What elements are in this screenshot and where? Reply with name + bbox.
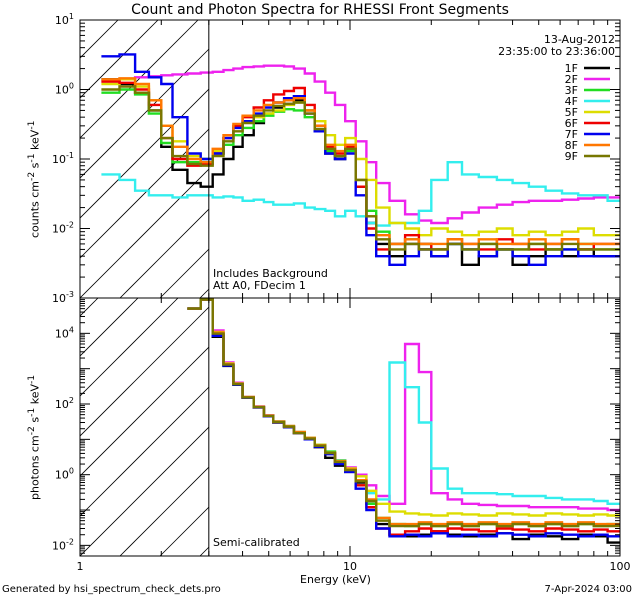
legend-label-1F: 1F <box>565 62 578 75</box>
y-axis-label-photons: photons cm-2 s-1 keV-1 <box>26 374 42 500</box>
legend-label-7F: 7F <box>565 128 578 141</box>
footer-generator: Generated by hsi_spectrum_check_dets.pro <box>2 584 221 595</box>
series-top-2F <box>101 64 620 225</box>
y-tick-label: 10-3 <box>52 290 74 305</box>
hatch-line <box>80 298 179 397</box>
legend-label-4F: 4F <box>565 95 578 108</box>
legend-label-6F: 6F <box>565 117 578 130</box>
x-tick-label: 10 <box>343 560 357 573</box>
hatch-line <box>80 20 159 99</box>
hatch-bottom <box>0 298 620 556</box>
x-axis-label: Energy (keV) <box>300 573 371 586</box>
hatch-mask <box>208 298 620 556</box>
legend-label-5F: 5F <box>565 106 578 119</box>
legend-label-3F: 3F <box>565 84 578 97</box>
series-layer <box>101 53 620 544</box>
y-tick-label: 10-2 <box>52 537 74 552</box>
y-tick-label: 10-1 <box>52 151 74 166</box>
legend-label-2F: 2F <box>565 73 578 86</box>
hatch-line <box>80 298 139 357</box>
series-group-top <box>101 53 620 266</box>
series-top-4F <box>101 161 620 227</box>
legend-label-8F: 8F <box>565 139 578 152</box>
calibration-note: Semi-calibrated <box>213 536 300 549</box>
legend-label-9F: 9F <box>565 150 578 163</box>
observation-date: 13-Aug-2012 <box>543 33 615 46</box>
x-tick-label: 100 <box>610 560 631 573</box>
hatch-line <box>0 298 18 556</box>
series-top-9F <box>101 85 620 251</box>
background-note: Includes Background <box>213 267 328 280</box>
x-tick-label: 1 <box>77 560 84 573</box>
hatch-line <box>80 298 219 437</box>
hatch-line <box>80 20 239 179</box>
y-tick-label: 100 <box>55 82 74 97</box>
chart-title: Count and Photon Spectra for RHESSI Fron… <box>131 2 509 18</box>
y-axis-label-counts: counts cm-2 s-1 keV-1 <box>26 120 42 238</box>
y-tick-label: 104 <box>55 325 74 340</box>
y-tick-label: 101 <box>55 12 74 27</box>
observation-time-range: 23:35:00 to 23:36:00 <box>498 45 615 58</box>
y-tick-label: 10-2 <box>52 221 74 236</box>
hatch-line <box>80 20 199 139</box>
series-bottom-9F <box>187 298 620 528</box>
footer-timestamp: 7-Apr-2024 03:00 <box>544 584 632 595</box>
hatched-region <box>0 20 620 556</box>
series-group-bottom <box>187 298 620 544</box>
tick-labels: 10-3 10-2 10-1 100 101 1 10 100 10-2 100 102 104 <box>52 12 630 573</box>
attenuator-note: Att A0, FDecim 1 <box>213 279 306 292</box>
axes <box>79 19 621 557</box>
y-tick-label: 102 <box>55 396 74 411</box>
y-tick-label: 100 <box>55 467 74 482</box>
